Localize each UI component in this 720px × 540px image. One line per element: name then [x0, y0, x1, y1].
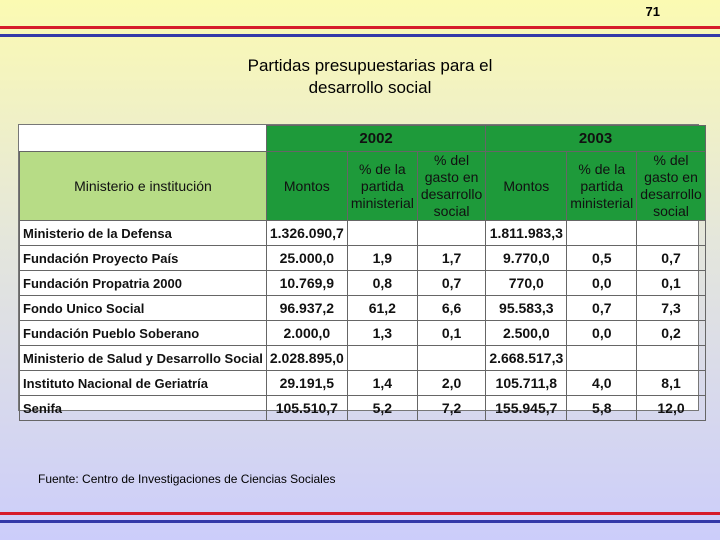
value-cell	[346, 220, 418, 246]
institution-name-cell: Ministerio de Salud y Desarrollo Social	[19, 345, 267, 371]
blank-corner-cell	[19, 125, 267, 152]
value-cell: 0,1	[636, 270, 706, 296]
value-cell: 7,2	[416, 395, 487, 421]
value-cell: 7,3	[636, 295, 706, 321]
header-montos-2003: Montos	[485, 151, 568, 221]
value-cell: 1,7	[416, 245, 487, 271]
value-cell: 1,3	[346, 320, 418, 346]
top-red-stripe	[0, 26, 720, 29]
bottom-red-stripe	[0, 512, 720, 515]
page-number: 71	[645, 4, 660, 19]
institution-name-cell: Senifa	[19, 395, 267, 421]
value-cell: 10.769,9	[265, 270, 348, 296]
value-cell: 1,9	[346, 245, 418, 271]
value-cell: 6,6	[416, 295, 487, 321]
value-cell: 0,7	[636, 245, 706, 271]
slide-title: Partidas presupuestarias para el desarro…	[160, 55, 580, 99]
value-cell: 0,0	[566, 320, 638, 346]
value-cell: 2.668.517,3	[485, 345, 568, 371]
value-cell: 61,2	[346, 295, 418, 321]
value-cell: 1.326.090,7	[265, 220, 348, 246]
value-cell	[566, 345, 638, 371]
source-note: Fuente: Centro de Investigaciones de Cie…	[38, 472, 336, 486]
value-cell: 25.000,0	[265, 245, 348, 271]
institution-name-cell: Fundación Propatria 2000	[19, 270, 267, 296]
table-row: Ministerio de la Defensa 1.326.090,7 1.811…	[19, 220, 706, 246]
value-cell: 12,0	[636, 395, 706, 421]
year-header-row: 2002 2003	[19, 125, 706, 152]
value-cell: 95.583,3	[485, 295, 568, 321]
header-pct-partida-2003: % de la partida ministerial	[566, 151, 638, 221]
value-cell: 0,7	[416, 270, 487, 296]
value-cell: 155.945,7	[485, 395, 568, 421]
title-line-1: Partidas presupuestarias para el	[247, 56, 493, 75]
header-montos-2002: Montos	[265, 151, 348, 221]
value-cell: 5,2	[346, 395, 418, 421]
value-cell: 105.510,7	[265, 395, 348, 421]
table-row: Fundación Pueblo Soberano 2.000,0 1,3 0,1 2.…	[19, 320, 706, 346]
table-row: Fondo Unico Social 96.937,2 61,2 6,6 95.583,…	[19, 295, 706, 321]
top-blue-stripe	[0, 34, 720, 37]
year-2002-header: 2002	[265, 125, 487, 152]
budget-table: 2002 2003 Ministerio e institución Monto…	[19, 125, 706, 421]
column-header-row: Ministerio e institución Montos % de la …	[19, 151, 706, 221]
header-institution: Ministerio e institución	[19, 151, 267, 221]
institution-name-cell: Ministerio de la Defensa	[19, 220, 267, 246]
value-cell: 105.711,8	[485, 370, 568, 396]
value-cell: 0,7	[566, 295, 638, 321]
value-cell: 2.000,0	[265, 320, 348, 346]
institution-name-cell: Fondo Unico Social	[19, 295, 267, 321]
table-row: Fundación Propatria 2000 10.769,9 0,8 0,7 77…	[19, 270, 706, 296]
year-2003-header: 2003	[485, 125, 706, 152]
institution-name-cell: Fundación Pueblo Soberano	[19, 320, 267, 346]
value-cell: 5,8	[566, 395, 638, 421]
value-cell	[416, 345, 487, 371]
budget-table-container: 2002 2003 Ministerio e institución Monto…	[18, 124, 706, 421]
value-cell	[636, 345, 706, 371]
value-cell: 4,0	[566, 370, 638, 396]
institution-name-cell: Instituto Nacional de Geriatría	[19, 370, 267, 396]
value-cell: 770,0	[485, 270, 568, 296]
value-cell: 2.028.895,0	[265, 345, 348, 371]
value-cell: 8,1	[636, 370, 706, 396]
value-cell: 29.191,5	[265, 370, 348, 396]
table-row: Fundación Proyecto País 25.000,0 1,9 1,7 9.7…	[19, 245, 706, 271]
header-pct-partida-2002: % de la partida ministerial	[346, 151, 418, 221]
value-cell: 0,2	[636, 320, 706, 346]
value-cell: 2,0	[416, 370, 487, 396]
value-cell: 0,1	[416, 320, 487, 346]
value-cell	[566, 220, 638, 246]
value-cell	[636, 220, 706, 246]
value-cell	[416, 220, 487, 246]
value-cell: 1,4	[346, 370, 418, 396]
bottom-blue-stripe	[0, 520, 720, 523]
value-cell: 2.500,0	[485, 320, 568, 346]
header-pct-gasto-2003: % del gasto en desarrollo social	[636, 151, 706, 221]
value-cell	[346, 345, 418, 371]
value-cell: 0,8	[346, 270, 418, 296]
header-pct-gasto-2002: % del gasto en desarrollo social	[416, 151, 487, 221]
value-cell: 9.770,0	[485, 245, 568, 271]
table-row: Ministerio de Salud y Desarrollo Social 2…	[19, 345, 706, 371]
value-cell: 1.811.983,3	[485, 220, 568, 246]
value-cell: 0,0	[566, 270, 638, 296]
table-row: Senifa 105.510,7 5,2 7,2 155.945,7 5,8 12,0	[19, 395, 706, 421]
table-row: Instituto Nacional de Geriatría 29.191,5 1…	[19, 370, 706, 396]
value-cell: 0,5	[566, 245, 638, 271]
title-line-2: desarrollo social	[308, 78, 432, 97]
value-cell: 96.937,2	[265, 295, 348, 321]
institution-name-cell: Fundación Proyecto País	[19, 245, 267, 271]
